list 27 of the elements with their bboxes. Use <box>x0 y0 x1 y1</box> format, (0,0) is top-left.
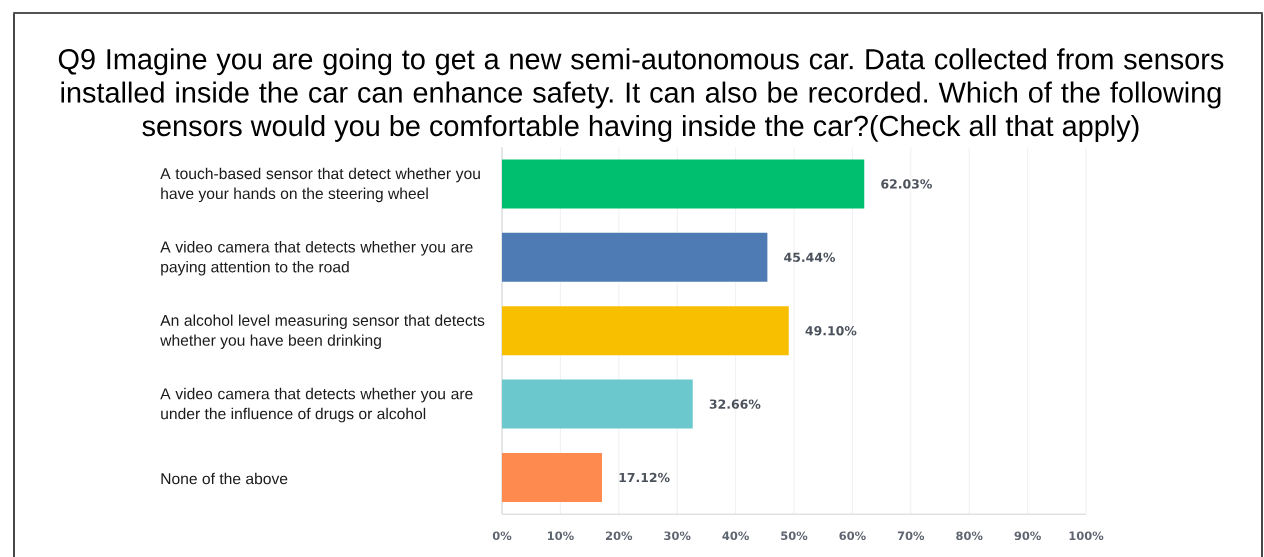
y-tick-label: A video camera that detects whether you are under the influence of drugs or alcohol <box>160 387 473 423</box>
x-tick-label: 70% <box>897 531 925 541</box>
bar <box>502 306 789 356</box>
x-tick-label: 60% <box>839 531 866 541</box>
data-label: 49.10% <box>805 325 857 336</box>
chart-title: Q9 Imagine you are going to get a new semi-autonomous car. Data collected from sensors installed inside the car can enhance safety. It can also be recorded. Which of the following sensors would you be comfortable having inside the car?(Check all that apply) <box>58 48 1224 142</box>
bar <box>502 232 768 282</box>
x-tick-label: 20% <box>606 531 633 541</box>
bar <box>502 453 602 502</box>
y-tick-label: An alcohol level measuring sensor that detects whether you have been drinking <box>160 314 485 349</box>
bar <box>502 159 865 209</box>
x-tick-label: 10% <box>547 531 574 541</box>
x-tick-label: 50% <box>781 531 808 541</box>
data-label: 32.66% <box>709 399 761 409</box>
y-tick-label: A video camera that detects whether you are paying attention to the road <box>160 241 473 276</box>
x-tick-label: 0% <box>492 531 512 541</box>
data-label: 45.44% <box>784 252 836 263</box>
y-tick-label: A touch-based sensor that detect whether you have your hands on the steering wheel <box>160 167 480 203</box>
x-tick-label: 30% <box>664 531 691 541</box>
x-tick-label: 80% <box>956 531 983 541</box>
data-label: 62.03% <box>881 179 932 189</box>
x-tick-label: 100% <box>1069 531 1104 541</box>
x-tick-label: 40% <box>722 531 749 541</box>
data-label: 17.12% <box>619 472 670 483</box>
bar <box>502 379 693 429</box>
x-tick-label: 90% <box>1014 531 1041 541</box>
y-tick-label: None of the above <box>161 472 288 485</box>
